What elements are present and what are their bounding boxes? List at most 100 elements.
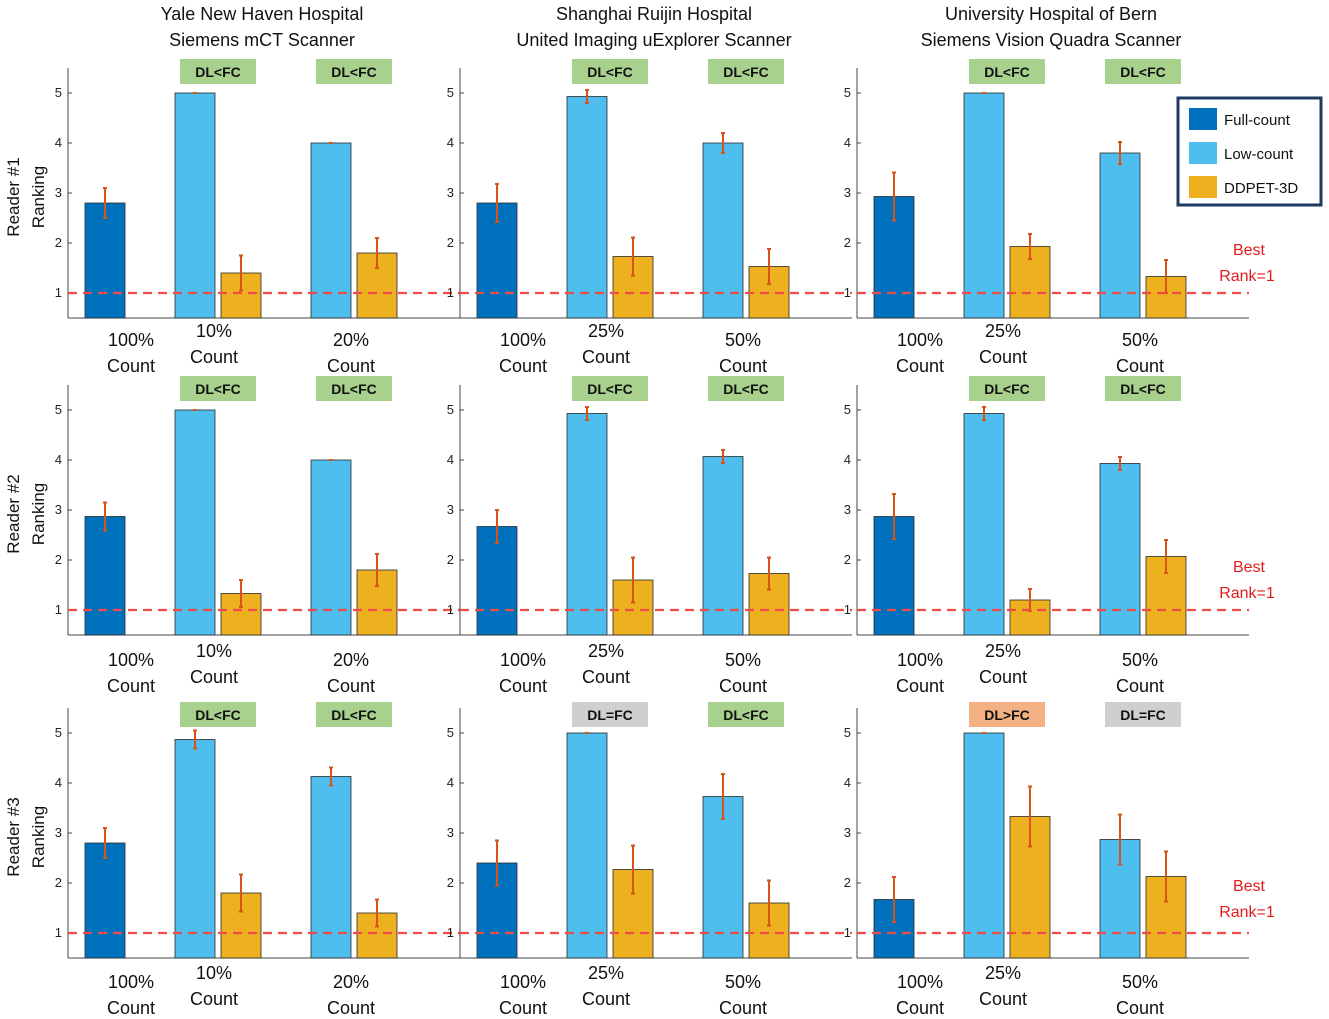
y-tick-label: 4	[447, 775, 454, 790]
low-count-bar	[566, 96, 608, 319]
y-axis-label: Ranking	[29, 166, 48, 228]
low-count-bar	[566, 732, 608, 959]
y-tick-label: 3	[447, 825, 454, 840]
full-count-bar	[84, 842, 126, 959]
x-tick-label: 100%	[897, 650, 943, 670]
x-tick-label: Count	[499, 676, 547, 696]
y-tick-label: 5	[844, 725, 851, 740]
x-tick-label: 25%	[985, 321, 1021, 341]
x-tick-label: Count	[582, 667, 630, 687]
legend-label: Low-count	[1224, 146, 1294, 163]
x-tick-label: 10%	[196, 641, 232, 661]
x-tick-label: 50%	[725, 330, 761, 350]
y-tick-label: 5	[447, 85, 454, 100]
y-tick-label: 3	[55, 502, 62, 517]
y-tick-label: 5	[447, 725, 454, 740]
x-tick-label: Count	[499, 356, 547, 376]
x-tick-label: Count	[1116, 356, 1164, 376]
comparison-badge	[969, 59, 1045, 84]
comparison-badge	[708, 376, 784, 401]
y-tick-label: 3	[447, 502, 454, 517]
comparison-badge	[1105, 59, 1181, 84]
x-tick-label: 20%	[333, 650, 369, 670]
comparison-badge-label: DL<FC	[195, 707, 241, 723]
reader-label: Reader #2	[4, 474, 23, 553]
column-title: Shanghai Ruijin Hospital	[556, 4, 752, 24]
y-tick-label: 5	[55, 402, 62, 417]
y-tick-label: 3	[55, 825, 62, 840]
y-tick-label: 3	[844, 502, 851, 517]
y-tick-label: 1	[447, 925, 454, 940]
x-tick-label: Count	[719, 676, 767, 696]
comparison-badge	[572, 376, 648, 401]
x-tick-label: 100%	[108, 650, 154, 670]
low-count-bar	[963, 732, 1005, 959]
x-tick-label: 100%	[108, 330, 154, 350]
x-tick-label: 50%	[1122, 650, 1158, 670]
comparison-badge-label: DL<FC	[331, 707, 377, 723]
x-tick-label: Count	[896, 998, 944, 1018]
low-count-bar	[702, 142, 744, 319]
comparison-badge-label: DL<FC	[195, 381, 241, 397]
y-tick-label: 2	[447, 552, 454, 567]
column-title: Yale New Haven Hospital	[161, 4, 364, 24]
low-count-bar	[310, 776, 352, 959]
x-tick-label: 20%	[333, 972, 369, 992]
y-tick-label: 5	[55, 85, 62, 100]
full-count-bar	[476, 526, 518, 636]
comparison-badge	[572, 702, 648, 727]
x-tick-label: 100%	[897, 330, 943, 350]
legend-swatch	[1189, 176, 1217, 198]
y-tick-label: 4	[55, 452, 62, 467]
x-tick-label: 100%	[897, 972, 943, 992]
y-tick-label: 5	[55, 725, 62, 740]
y-tick-label: 2	[55, 875, 62, 890]
x-tick-label: Count	[107, 356, 155, 376]
x-tick-label: Count	[1116, 676, 1164, 696]
y-tick-label: 3	[844, 825, 851, 840]
y-tick-label: 2	[844, 552, 851, 567]
y-tick-label: 1	[447, 285, 454, 300]
y-tick-label: 1	[844, 925, 851, 940]
best-rank-annotation: Best	[1233, 878, 1266, 895]
x-tick-label: 50%	[1122, 330, 1158, 350]
comparison-badge	[180, 376, 256, 401]
y-tick-label: 2	[55, 235, 62, 250]
column-title: Siemens mCT Scanner	[169, 30, 355, 50]
x-tick-label: 25%	[588, 641, 624, 661]
comparison-badge-label: DL<FC	[331, 381, 377, 397]
comparison-badge-label: DL<FC	[984, 64, 1030, 80]
comparison-badge-label: DL=FC	[1120, 707, 1166, 723]
comparison-badge-label: DL>FC	[984, 707, 1030, 723]
y-tick-label: 1	[844, 602, 851, 617]
comparison-badge-label: DL<FC	[723, 381, 769, 397]
x-tick-label: Count	[582, 347, 630, 367]
column-title: University Hospital of Bern	[945, 4, 1157, 24]
x-tick-label: Count	[896, 356, 944, 376]
x-tick-label: Count	[582, 989, 630, 1009]
x-tick-label: 50%	[725, 972, 761, 992]
comparison-badge	[316, 59, 392, 84]
comparison-badge	[180, 702, 256, 727]
full-count-bar	[84, 202, 126, 319]
comparison-badge	[969, 702, 1045, 727]
low-count-bar	[963, 92, 1005, 319]
x-tick-label: Count	[1116, 998, 1164, 1018]
comparison-badge	[180, 59, 256, 84]
low-count-bar	[310, 142, 352, 319]
y-tick-label: 5	[844, 402, 851, 417]
x-tick-label: Count	[719, 998, 767, 1018]
best-rank-annotation: Rank=1	[1219, 585, 1275, 602]
y-tick-label: 2	[447, 235, 454, 250]
reader-label: Reader #1	[4, 157, 23, 236]
y-tick-label: 4	[844, 452, 851, 467]
comparison-badge-label: DL<FC	[331, 64, 377, 80]
y-axis-label: Ranking	[29, 483, 48, 545]
x-tick-label: Count	[896, 676, 944, 696]
x-tick-label: Count	[327, 676, 375, 696]
best-rank-annotation: Rank=1	[1219, 268, 1275, 285]
x-tick-label: Count	[107, 676, 155, 696]
comparison-badge-label: DL<FC	[1120, 64, 1166, 80]
comparison-badge-label: DL<FC	[587, 381, 633, 397]
